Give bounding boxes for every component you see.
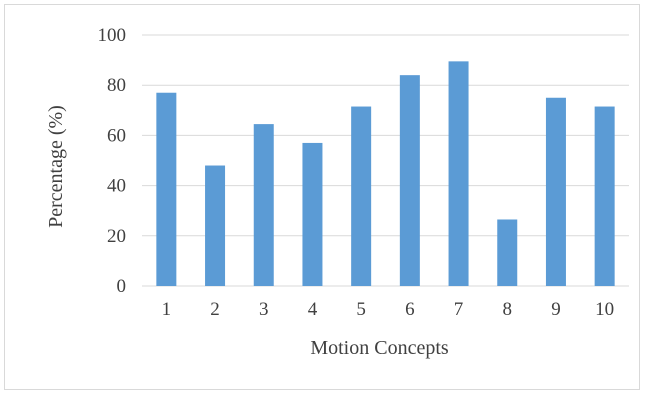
y-tick-label: 100 (98, 25, 127, 46)
y-tick-label: 60 (107, 125, 126, 146)
x-tick-label: 2 (210, 299, 220, 320)
x-tick-label: 3 (259, 299, 269, 320)
x-tick-label: 6 (405, 299, 415, 320)
y-tick-label: 20 (107, 226, 126, 247)
bar-9 (545, 97, 566, 286)
y-tick-label: 80 (107, 75, 126, 96)
x-tick-label: 8 (503, 299, 513, 320)
bar-6 (399, 75, 420, 286)
bar-3 (253, 124, 274, 286)
x-axis-title: Motion Concepts (310, 337, 449, 359)
bar-chart: 0 20 40 60 80 100 1 2 3 4 5 6 7 8 9 10 Motion Concepts… (45, 25, 629, 359)
x-tick-label: 1 (162, 299, 172, 320)
y-axis-title: Percentage (%) (45, 105, 67, 228)
bar-7 (448, 61, 469, 287)
bar-10 (594, 106, 615, 286)
y-tick-labels: 0 20 40 60 80 100 (98, 25, 127, 297)
x-tick-labels: 1 2 3 4 5 6 7 8 9 10 (162, 299, 615, 320)
y-tick-label: 0 (117, 276, 127, 297)
y-tick-label: 40 (107, 176, 126, 197)
bar-5 (351, 106, 372, 286)
x-tick-label: 5 (356, 299, 366, 320)
x-tick-label: 10 (595, 299, 614, 320)
bar-1 (156, 92, 177, 286)
x-tick-label: 9 (551, 299, 561, 320)
x-tick-label: 4 (308, 299, 318, 320)
bar-2 (205, 165, 226, 286)
chart-frame: 0 20 40 60 80 100 1 2 3 4 5 6 7 8 9 10 Motion Concepts… (4, 4, 640, 390)
x-tick-label: 7 (454, 299, 464, 320)
bar-8 (497, 219, 518, 286)
bars (156, 61, 615, 287)
bar-4 (302, 142, 323, 286)
